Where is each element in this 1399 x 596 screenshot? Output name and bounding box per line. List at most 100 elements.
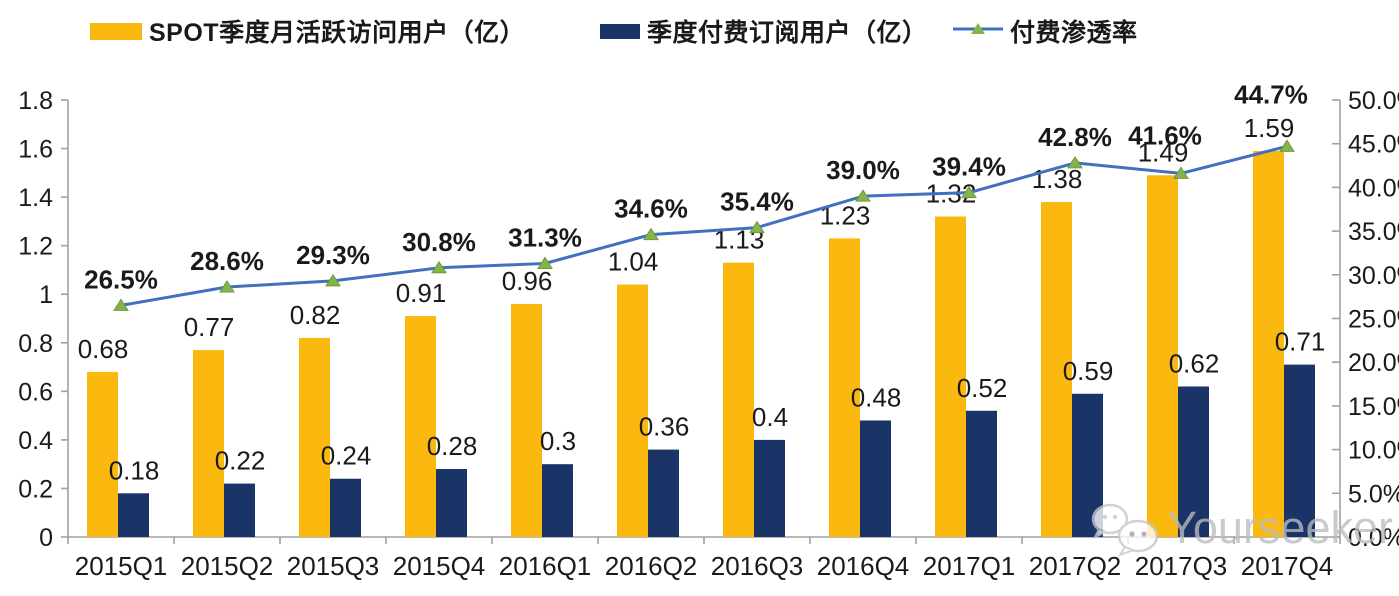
y-axis-right-tick-label: 35.0% [1348, 218, 1399, 246]
legend-line-marker-icon [953, 21, 1003, 42]
line-marker-triangle [1173, 166, 1189, 179]
y-axis-right-tick-label: 0.0% [1348, 524, 1399, 552]
line-marker-triangle [1279, 139, 1295, 152]
bar-value-label-mau: 0.96 [502, 266, 553, 296]
y-axis-right-tick-label: 5.0% [1348, 480, 1399, 508]
penetration-rate-label: 34.6% [614, 194, 688, 224]
bar-value-label-mau: 0.82 [290, 300, 341, 330]
line-marker-triangle [855, 189, 871, 202]
y-axis-left-tick-label: 1.4 [18, 184, 53, 212]
penetration-rate-line [120, 144, 1288, 307]
bar-subscribers [1178, 386, 1209, 537]
bar-value-label-mau: 1.59 [1244, 113, 1295, 143]
legend-label-mau: SPOT季度月活跃访问用户（亿） [149, 19, 526, 47]
x-axis-category-label: 2016Q3 [711, 551, 804, 581]
bar-value-label-subscribers: 0.59 [1063, 356, 1114, 386]
line-marker-triangle [325, 273, 341, 287]
legend-item-subscribers: 季度付费订阅用户（亿） [600, 16, 928, 47]
bar-mau [617, 284, 648, 537]
bar-value-label-subscribers: 0.62 [1169, 348, 1220, 378]
y-axis-left-tick-label: 0.4 [18, 427, 53, 455]
y-axis-right-tick-label: 40.0% [1348, 174, 1399, 202]
line-marker-triangle [537, 256, 553, 269]
penetration-rate-label: 39.0% [826, 155, 900, 185]
x-axis-category-label: 2017Q2 [1029, 551, 1122, 581]
y-axis-right-tick-label: 20.0% [1348, 349, 1399, 377]
bar-mau [829, 238, 860, 537]
line-marker-triangle [1067, 155, 1083, 169]
bar-subscribers [118, 493, 149, 537]
legend-swatch-mau-bar [90, 22, 142, 40]
bar-value-label-subscribers: 0.52 [957, 373, 1008, 403]
penetration-rate-label: 31.3% [508, 222, 582, 252]
x-axis-category-label: 2015Q2 [181, 551, 274, 581]
bar-value-label-subscribers: 0.71 [1275, 327, 1326, 357]
x-axis-category-label: 2016Q1 [499, 551, 592, 581]
bar-value-label-subscribers: 0.4 [752, 402, 788, 432]
bar-subscribers [754, 439, 785, 537]
line-marker-triangle [749, 220, 765, 234]
legend-item-penetration-rate: 付费渗透率 [953, 16, 1138, 47]
bar-value-label-subscribers: 0.28 [427, 431, 478, 461]
bar-value-label-subscribers: 0.36 [639, 412, 690, 442]
bar-mau [405, 316, 436, 537]
bar-subscribers [648, 449, 679, 537]
y-axis-right-tick-label: 30.0% [1348, 262, 1399, 290]
bar-mau [511, 303, 542, 537]
bar-mau [87, 371, 118, 537]
bar-value-label-subscribers: 0.18 [109, 455, 160, 485]
bar-value-label-mau: 0.91 [396, 278, 447, 308]
penetration-rate-label: 42.8% [1038, 122, 1112, 152]
y-axis-left-tick-label: 0.6 [18, 378, 53, 406]
y-axis-left-tick-label: 1.8 [18, 87, 53, 115]
bar-mau [723, 262, 754, 537]
penetration-rate-label: 30.8% [402, 227, 476, 257]
bar-subscribers [966, 410, 997, 537]
penetration-rate-label: 41.6% [1128, 120, 1202, 150]
y-axis-right-tick-label: 50.0% [1348, 87, 1399, 115]
bar-subscribers [436, 469, 467, 537]
x-axis-category-label: 2015Q1 [75, 551, 168, 581]
bar-value-label-subscribers: 0.24 [321, 441, 372, 471]
penetration-rate-label: 35.4% [720, 187, 794, 217]
x-axis-category-label: 2017Q3 [1135, 551, 1228, 581]
line-marker-triangle [431, 260, 447, 274]
penetration-rate-label: 29.3% [296, 240, 370, 270]
bar-value-label-subscribers: 0.3 [540, 426, 576, 456]
y-axis-left-tick-label: 1 [39, 281, 53, 309]
bar-mau [193, 350, 224, 537]
bar-subscribers [542, 464, 573, 537]
x-axis-category-label: 2017Q4 [1241, 551, 1334, 581]
line-marker-triangle [113, 298, 129, 311]
penetration-rate-label: 44.7% [1234, 79, 1308, 109]
x-axis-category-label: 2015Q3 [287, 551, 380, 581]
line-marker-triangle [961, 185, 977, 199]
line-marker-triangle [643, 227, 659, 241]
line-marker-triangle [219, 280, 235, 293]
penetration-rate-label: 26.5% [84, 264, 158, 294]
y-axis-right-tick-label: 15.0% [1348, 393, 1399, 421]
y-axis-right-tick-label: 25.0% [1348, 306, 1399, 334]
bar-subscribers [860, 420, 891, 537]
bar-value-label-mau: 1.49 [1138, 137, 1189, 167]
x-axis-category-label: 2017Q1 [923, 551, 1016, 581]
bar-value-label-mau: 0.68 [78, 334, 129, 364]
y-axis-right-tick-label: 45.0% [1348, 131, 1399, 159]
legend-swatch-subscribers-bar [600, 23, 640, 39]
bar-subscribers [1072, 393, 1103, 537]
bar-value-label-mau: 1.04 [608, 247, 659, 277]
bar-mau [299, 337, 330, 537]
y-axis-left-tick-label: 0.8 [18, 330, 53, 358]
bar-mau [1253, 150, 1284, 537]
bar-mau [1041, 201, 1072, 537]
legend-label-subscribers: 季度付费订阅用户（亿） [647, 19, 928, 47]
bar-mau [935, 216, 966, 538]
bar-subscribers [1284, 364, 1315, 537]
x-axis-category-label: 2015Q4 [393, 551, 486, 581]
bar-value-label-subscribers: 0.48 [851, 382, 902, 412]
bar-subscribers [224, 483, 255, 537]
legend-label-penetration-rate: 付费渗透率 [1010, 19, 1138, 47]
x-axis-category-label: 2016Q2 [605, 551, 698, 581]
